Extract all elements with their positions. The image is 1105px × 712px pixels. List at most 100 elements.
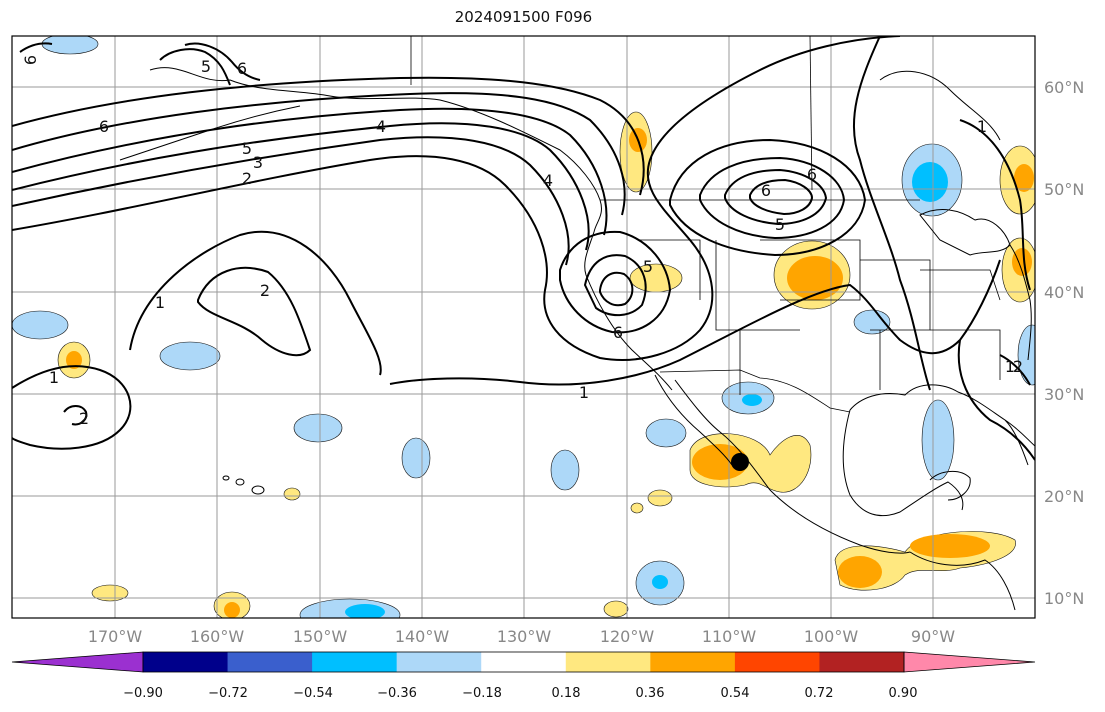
negative-anomaly-patch <box>652 575 668 589</box>
north-america-west-coast <box>584 231 673 391</box>
contour-line <box>12 92 626 216</box>
positive-anomaly-patch <box>66 351 82 369</box>
contour-line <box>12 122 590 251</box>
contour-line <box>599 271 634 307</box>
hawaii-island <box>222 475 230 481</box>
contour-label: 6 <box>807 165 817 184</box>
hawaii-island <box>235 478 245 486</box>
height-contours <box>12 36 1035 461</box>
lat-tick: 60°N <box>1044 78 1084 97</box>
negative-anomaly-patch <box>345 604 385 618</box>
contour-label: 5 <box>242 139 252 158</box>
contour-label: 2 <box>260 281 270 300</box>
negative-anomaly-patch <box>742 394 762 406</box>
contour-label: 5 <box>775 215 785 234</box>
colorbar-tick: −0.72 <box>208 686 248 701</box>
central-america <box>909 551 1016 611</box>
negative-anomaly-patch <box>853 309 891 335</box>
contour-label: 5 <box>201 57 211 76</box>
positive-anomaly-patch <box>619 111 653 193</box>
contour-label: 1 <box>49 368 59 387</box>
colorbar-segment <box>734 652 820 672</box>
colorbar-tick: 0.54 <box>721 686 750 701</box>
negative-anomaly-patch <box>921 399 955 481</box>
colorbar-frame <box>142 651 905 673</box>
contour-line <box>583 254 647 317</box>
negative-anomaly-patch <box>550 449 580 491</box>
contour-label: 2 <box>79 409 89 428</box>
contour-line <box>63 405 88 426</box>
colorbar-segment <box>11 651 144 673</box>
positive-anomaly-patch <box>838 556 882 588</box>
contour-line <box>184 42 261 81</box>
negative-anomaly-patch <box>1017 324 1035 386</box>
contour-label: 1 <box>155 293 165 312</box>
storm-center-dot <box>731 453 749 471</box>
lat-tick: 50°N <box>1044 180 1084 199</box>
gulf-coast <box>849 384 1035 447</box>
negative-anomaly-patch <box>159 341 221 371</box>
contour-labels: 6 5 6 6 5 4 3 2 2 1 1 2 1 6 4 5 6 5 6 1 … <box>21 55 1023 428</box>
positive-anomaly-patch <box>603 600 629 618</box>
contour-line <box>12 365 132 450</box>
colorbar-segment <box>481 652 567 672</box>
contour-label: 6 <box>237 59 247 78</box>
contour-line <box>724 168 828 226</box>
lon-tick: 150°W <box>293 627 348 646</box>
contour-line <box>749 178 814 216</box>
lat-tick: 40°N <box>1044 283 1084 302</box>
lon-tick: 140°W <box>395 627 450 646</box>
hawaii-island <box>251 485 265 495</box>
mexico-east-coast <box>842 409 964 517</box>
positive-anomaly-patch <box>910 534 990 558</box>
contour-label: 5 <box>643 257 653 276</box>
contour-label: 6 <box>761 181 771 200</box>
contour-line <box>12 107 608 236</box>
colorbar-segment <box>227 652 313 672</box>
map-title: 2024091500 F096 <box>454 8 593 26</box>
latitude-tick-labels: 60°N 50°N 40°N 30°N 20°N 10°N <box>1044 78 1084 608</box>
colorbar-tick: −0.54 <box>293 686 333 701</box>
colorbar-tick: 0.18 <box>552 686 581 701</box>
positive-anomaly-patch <box>283 487 301 501</box>
contour-line <box>999 354 1031 386</box>
colorbar-segment <box>312 652 398 672</box>
contour-label: 2 <box>242 169 252 188</box>
colorbar-segment <box>903 651 1036 673</box>
contour-line <box>959 119 1031 291</box>
negative-anomaly-patch <box>645 418 687 448</box>
positive-anomaly-patch <box>787 256 843 300</box>
contour-line <box>12 76 645 196</box>
map-area: 6 5 6 6 5 4 3 2 2 1 1 2 1 6 4 5 6 5 6 1 … <box>12 36 1035 618</box>
positive-anomaly-patch <box>629 263 683 293</box>
colorbar-segment <box>650 652 736 672</box>
contour-label: 4 <box>543 171 553 190</box>
baja-california <box>654 374 733 466</box>
positive-anomaly-patch <box>630 502 644 514</box>
negative-anomaly-patch <box>401 437 431 479</box>
contour-line <box>19 42 53 53</box>
lat-tick: 30°N <box>1044 385 1084 404</box>
contour-line <box>159 48 231 86</box>
contour-label: 1 <box>579 383 589 402</box>
colorbar-segment <box>143 652 229 672</box>
positive-anomaly-patch <box>91 584 129 602</box>
contour-label: 6 <box>21 55 40 65</box>
lon-tick: 100°W <box>804 627 859 646</box>
positive-anomaly-patch <box>692 444 748 480</box>
lon-tick: 160°W <box>190 627 245 646</box>
negative-anomaly-patch <box>12 310 69 340</box>
contour-label: 1 <box>1005 357 1015 376</box>
contour-line <box>559 230 672 334</box>
contour-line <box>197 266 312 357</box>
colorbar-segment <box>819 652 905 672</box>
contour-line <box>12 36 901 361</box>
map-frame <box>11 35 1036 619</box>
lon-tick: 120°W <box>600 627 655 646</box>
positive-anomaly-patch <box>1014 164 1034 192</box>
mexico-west-coast <box>674 379 911 554</box>
colorbar-tick: −0.36 <box>377 686 417 701</box>
negative-anomaly-patch <box>912 162 948 202</box>
positive-anomaly-patch <box>647 489 673 507</box>
